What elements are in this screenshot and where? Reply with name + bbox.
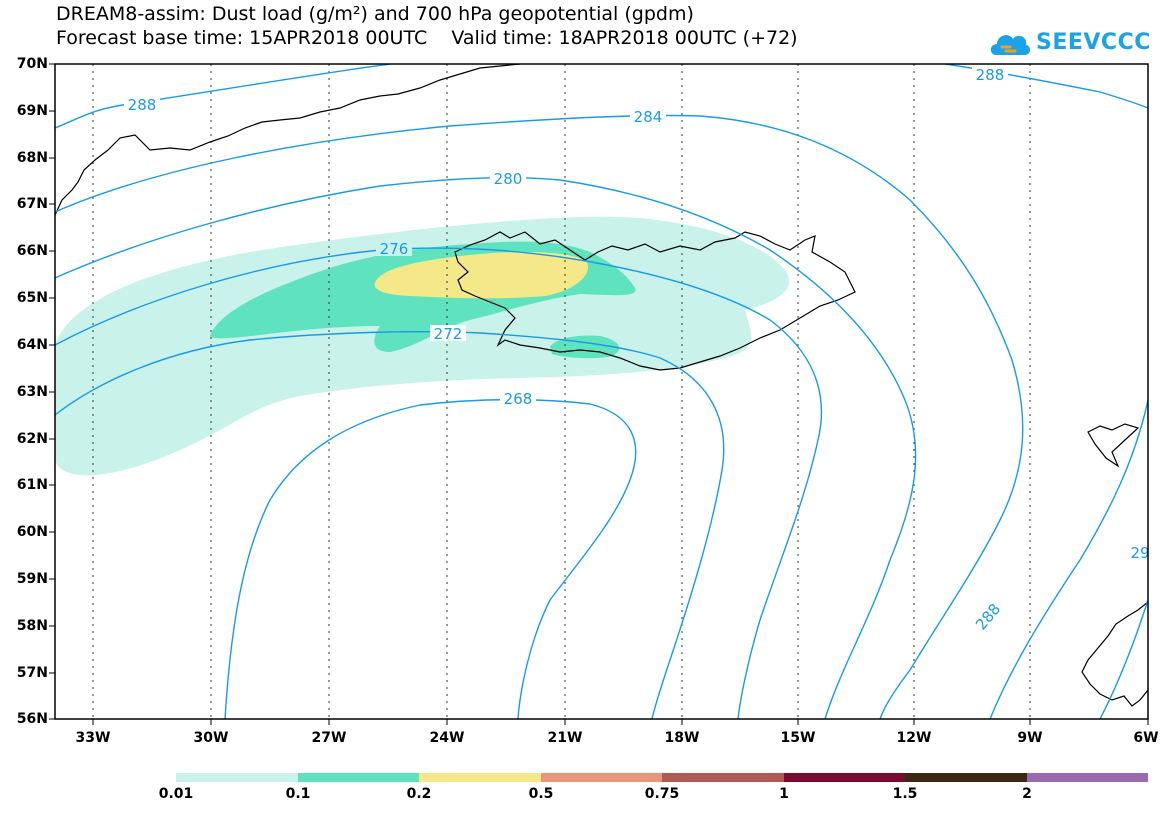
contour-label: 276 bbox=[380, 240, 409, 258]
lat-label: 62N bbox=[16, 431, 48, 447]
contour-label: 29 bbox=[1130, 544, 1149, 562]
cloud-icon bbox=[990, 35, 1031, 55]
lat-label: 69N bbox=[16, 103, 48, 119]
contour-label: 288 bbox=[128, 96, 157, 114]
contour-272 bbox=[55, 330, 725, 719]
seevccc-logo: SEEVCCC bbox=[988, 22, 1151, 62]
lon-label: 24W bbox=[429, 730, 465, 746]
contour-268 bbox=[224, 398, 637, 719]
colorbar-label: 1.5 bbox=[892, 786, 918, 802]
lat-label: 57N bbox=[16, 665, 48, 681]
colorbar-segment bbox=[419, 773, 541, 782]
lat-label: 59N bbox=[16, 571, 48, 587]
axis-ticks bbox=[49, 63, 1149, 725]
coastlines bbox=[55, 64, 1148, 707]
contour-label: 280 bbox=[494, 170, 523, 188]
contour-label: 284 bbox=[634, 108, 663, 126]
lat-label: 66N bbox=[16, 243, 48, 259]
contour-288-east bbox=[989, 399, 1148, 719]
colorbar-label: 0.2 bbox=[406, 786, 432, 802]
colorbar-label: 0.01 bbox=[158, 786, 194, 802]
contour-288-north bbox=[55, 64, 391, 129]
contour-label: 288 bbox=[972, 600, 1004, 634]
scotland-coast bbox=[1081, 601, 1148, 707]
lon-label: 15W bbox=[780, 730, 816, 746]
map-title: DREAM8-assim: Dust load (g/m²) and 700 h… bbox=[56, 3, 694, 25]
contour-labels: 288 284 280 276 272 268 288 29 bbox=[124, 66, 1149, 634]
geopotential-contours bbox=[55, 64, 1148, 719]
lat-label: 60N bbox=[16, 524, 48, 540]
lat-label: 68N bbox=[16, 150, 48, 166]
lon-label: 6W bbox=[1133, 730, 1159, 746]
lon-label: 12W bbox=[896, 730, 932, 746]
map-subtitle: Forecast base time: 15APR2018 00UTC Vali… bbox=[56, 27, 798, 49]
lat-label: 61N bbox=[16, 477, 48, 493]
lon-label: 18W bbox=[664, 730, 700, 746]
contour-276 bbox=[55, 247, 823, 719]
lat-label: 63N bbox=[16, 384, 48, 400]
colorbar-label: 1 bbox=[779, 786, 789, 802]
colorbar-segment bbox=[541, 773, 662, 782]
lat-label: 70N bbox=[16, 56, 48, 72]
colorbar-label: 0.5 bbox=[528, 786, 554, 802]
colorbar-segment bbox=[905, 773, 1027, 782]
lon-label: 27W bbox=[311, 730, 347, 746]
contour-292-east bbox=[1099, 599, 1148, 719]
contour-284 bbox=[55, 114, 1024, 719]
colorbar-segment bbox=[784, 773, 905, 782]
lon-label: 9W bbox=[1017, 730, 1043, 746]
colorbar bbox=[176, 773, 1148, 782]
lat-label: 64N bbox=[16, 337, 48, 353]
colorbar-label: 0.1 bbox=[285, 786, 311, 802]
contour-280 bbox=[55, 176, 917, 719]
colorbar-label: 0.75 bbox=[644, 786, 680, 802]
greenland-coast bbox=[55, 64, 521, 216]
faroe-coast bbox=[1087, 423, 1140, 468]
lat-label: 58N bbox=[16, 618, 48, 634]
colorbar-label: 2 bbox=[1022, 786, 1032, 802]
lon-label: 21W bbox=[547, 730, 583, 746]
dust-region-high bbox=[374, 252, 589, 299]
lat-label: 67N bbox=[16, 196, 48, 212]
logo-text: SEEVCCC bbox=[1036, 29, 1151, 55]
colorbar-segment bbox=[176, 773, 298, 782]
iceland-coast bbox=[454, 231, 856, 371]
contour-label: 288 bbox=[976, 66, 1005, 84]
colorbar-segment bbox=[298, 773, 419, 782]
lat-label: 65N bbox=[16, 290, 48, 306]
contour-label: 268 bbox=[504, 390, 533, 408]
contour-label: 272 bbox=[434, 325, 463, 343]
lon-label: 33W bbox=[75, 730, 111, 746]
colorbar-segment bbox=[1027, 773, 1148, 782]
lat-label: 56N bbox=[16, 711, 48, 727]
colorbar-segment bbox=[662, 773, 784, 782]
lon-label: 30W bbox=[193, 730, 229, 746]
